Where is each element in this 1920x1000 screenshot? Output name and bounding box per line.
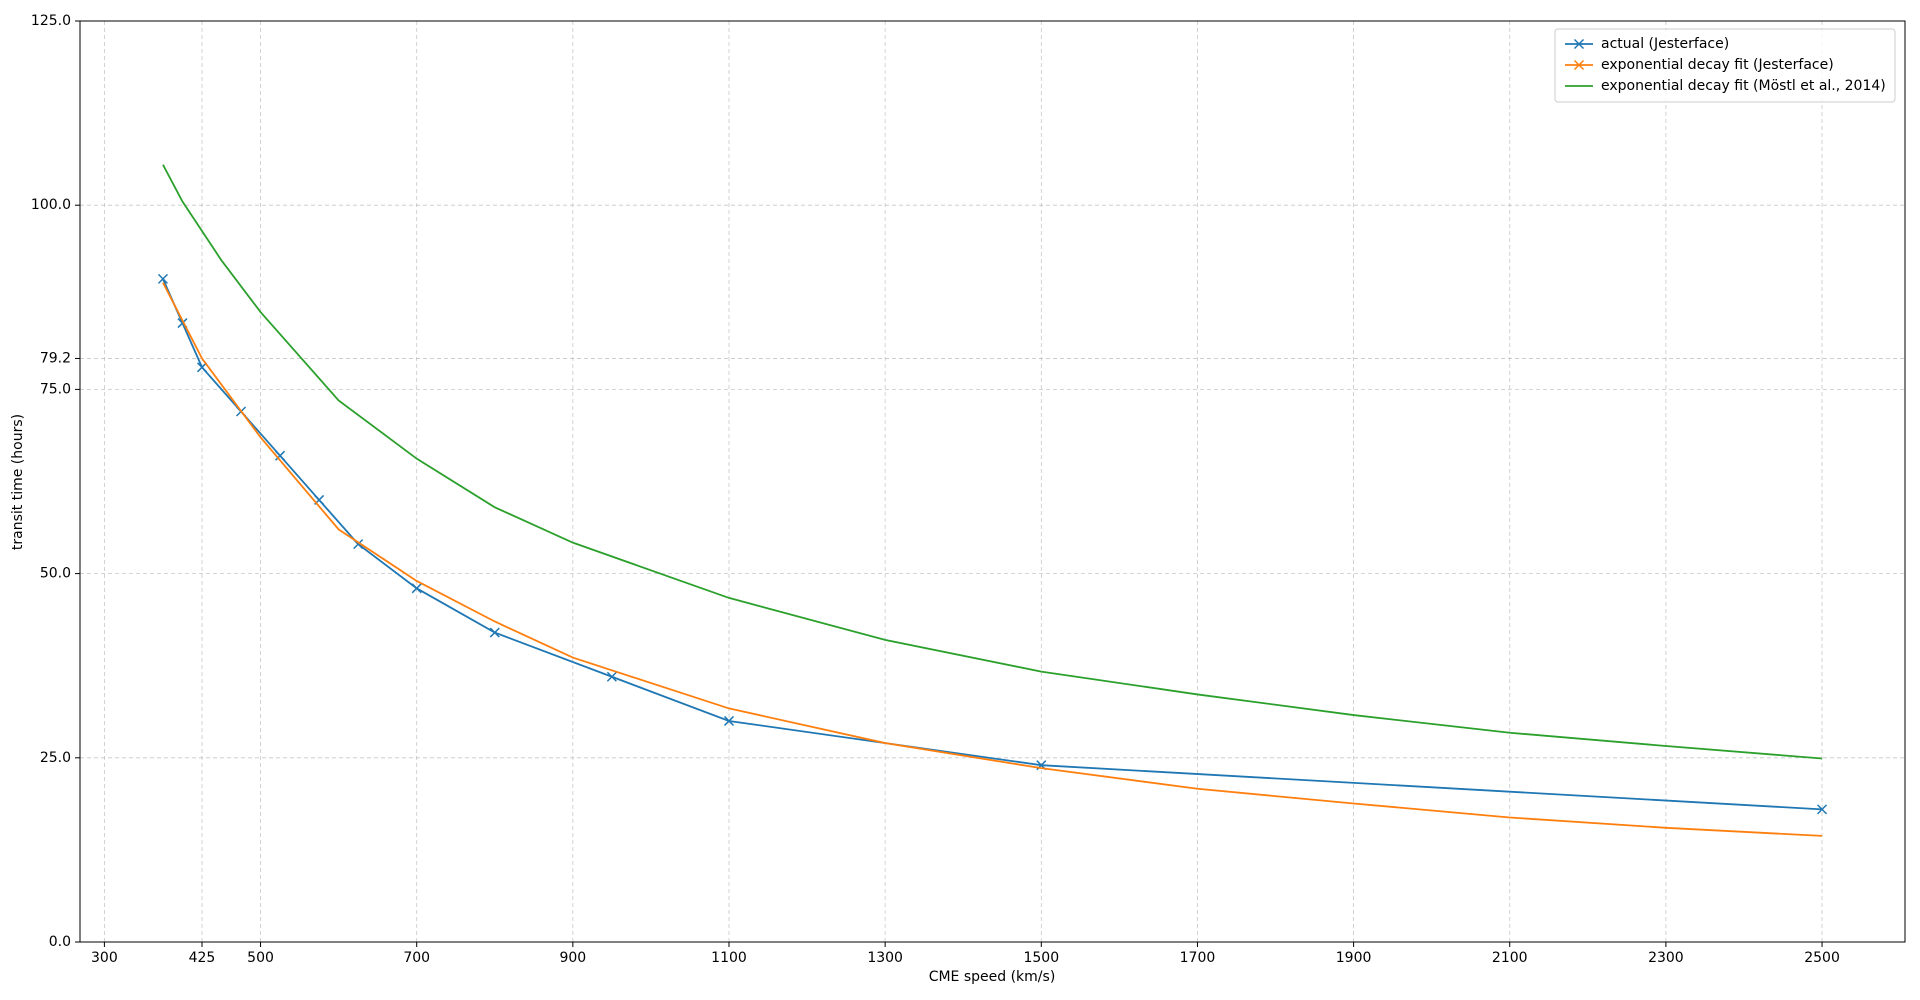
line [162,282,1823,837]
legend-label: actual (Jesterface) [1601,36,1729,52]
x-tick-label: 1500 [1023,950,1059,966]
series [162,282,1823,837]
x-tick-label: 500 [247,950,274,966]
legend: actual (Jesterface) exponential decay fit… [1554,28,1896,103]
x-tick-label: 1300 [867,950,903,966]
line [162,164,1823,760]
marker [275,450,286,461]
x-tick-label: 1900 [1336,950,1372,966]
legend-marker [1573,59,1585,71]
marker [606,671,617,682]
marker [411,583,422,594]
series [162,164,1823,760]
y-tick-label: 79.2 [40,350,71,366]
legend-label: exponential decay fit (Jesterface) [1601,57,1834,73]
x-tick-label: 900 [559,950,586,966]
x-tick-label: 425 [189,950,216,966]
marker [723,715,735,726]
marker [489,627,500,638]
legend-label: exponential decay fit (Möstl et al., 201… [1601,78,1886,94]
y-tick-label: 50.0 [40,566,71,582]
y-tick-label: 75.0 [40,381,71,397]
x-axis-label: CME speed (km/s) [929,969,1056,985]
series [157,273,1828,815]
y-axis-label: transit time (hours) [10,414,26,550]
x-tick-label: 1700 [1180,950,1216,966]
x-tick-label: 2100 [1492,950,1528,966]
legend-marker [1573,38,1585,50]
x-tick-label: 700 [403,950,430,966]
x-tick-label: 2300 [1648,950,1684,966]
marker [196,362,208,373]
y-tick-label: 0.0 [49,934,71,950]
x-tick-label: 2500 [1804,950,1840,966]
legend-box [1554,28,1896,103]
y-tick-label: 100.0 [31,197,71,213]
marker [1817,804,1828,815]
y-tick-label: 25.0 [40,750,71,766]
marker [157,273,168,284]
y-tick-label: 125.0 [31,13,71,29]
x-tick-label: 1100 [711,950,747,966]
plot-frame [79,20,1906,943]
x-tick-label: 300 [91,950,118,966]
